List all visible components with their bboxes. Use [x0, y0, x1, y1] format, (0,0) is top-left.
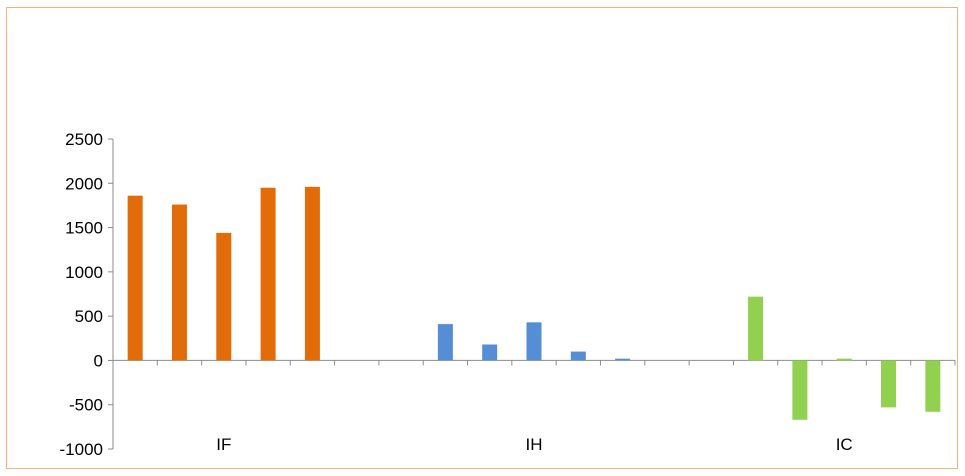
y-tick-label: 2500	[65, 130, 103, 149]
bar	[836, 358, 852, 361]
y-tick-label: 1000	[65, 263, 103, 282]
category-label: IC	[836, 435, 853, 454]
y-tick-label: 2000	[65, 174, 103, 193]
bar	[127, 195, 143, 361]
bar	[881, 360, 897, 408]
bar	[304, 186, 320, 361]
bar	[792, 360, 808, 420]
bar	[748, 296, 764, 361]
y-tick-label: -1000	[60, 440, 103, 459]
y-tick-label: 500	[75, 307, 103, 326]
y-tick-label: -500	[69, 396, 103, 415]
bar	[171, 204, 187, 361]
bar	[615, 358, 631, 361]
y-tick-label: 0	[94, 351, 103, 370]
bar	[925, 360, 941, 412]
bar	[216, 232, 232, 361]
bar	[482, 344, 498, 361]
category-label: IF	[216, 435, 231, 454]
bar	[437, 324, 453, 361]
category-label: IH	[526, 435, 543, 454]
bar	[570, 351, 586, 361]
bar	[260, 187, 276, 361]
y-tick-label: 1500	[65, 219, 103, 238]
bar	[526, 322, 542, 361]
